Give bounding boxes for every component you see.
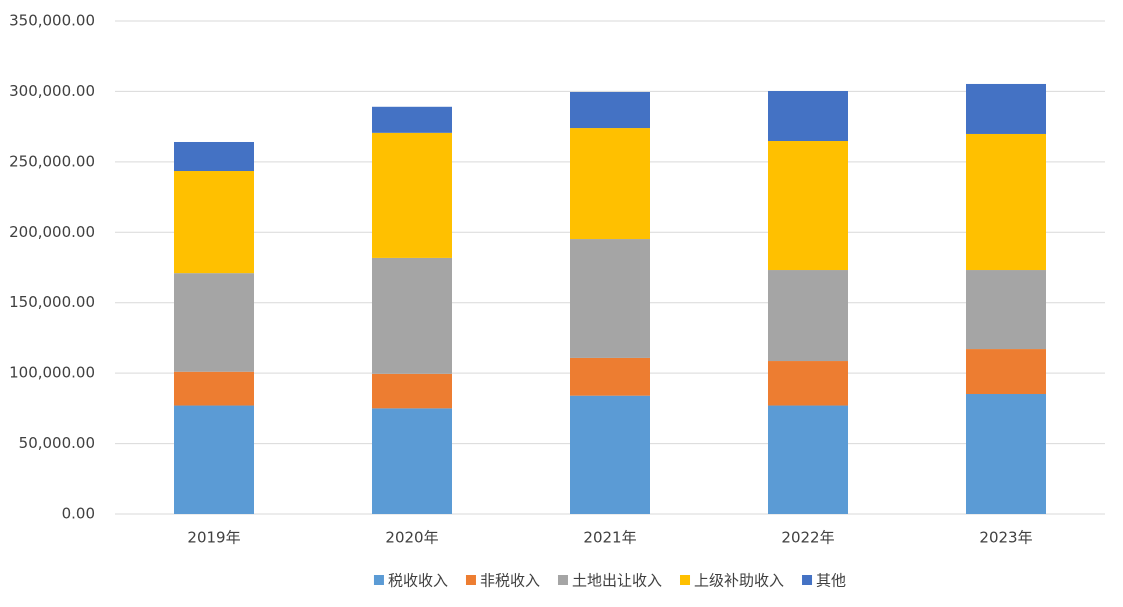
bar-segment bbox=[768, 405, 848, 514]
bar-segment bbox=[768, 361, 848, 406]
x-tick-label: 2023年 bbox=[979, 529, 1032, 547]
x-tick-label: 2019年 bbox=[187, 529, 240, 547]
y-tick-label: 300,000.00 bbox=[9, 82, 95, 100]
bar-segment bbox=[372, 373, 452, 409]
bar-segment bbox=[174, 171, 254, 274]
x-tick-label: 2022年 bbox=[781, 529, 834, 547]
bar-segment bbox=[174, 371, 254, 406]
legend-label: 上级补助收入 bbox=[694, 572, 784, 590]
bar-segment bbox=[174, 273, 254, 372]
bar-segment bbox=[768, 270, 848, 362]
bar-segment bbox=[768, 91, 848, 142]
bar-segment bbox=[570, 239, 650, 358]
bar-segment bbox=[174, 405, 254, 514]
bar-segment bbox=[570, 357, 650, 396]
legend-item: 税收收入 bbox=[373, 572, 448, 590]
bar-segment bbox=[966, 270, 1046, 350]
legend-item: 非税收入 bbox=[465, 572, 540, 590]
bar-segment bbox=[372, 408, 452, 514]
x-tick-label: 2020年 bbox=[385, 529, 438, 547]
y-tick-label: 0.00 bbox=[62, 505, 95, 523]
y-tick-label: 350,000.00 bbox=[9, 12, 95, 30]
bar-segment bbox=[174, 141, 254, 172]
y-tick-label: 150,000.00 bbox=[9, 293, 95, 311]
bar-segment bbox=[372, 257, 452, 374]
legend-swatch bbox=[557, 575, 568, 585]
legend-item: 土地出让收入 bbox=[557, 572, 662, 590]
legend-label: 非税收入 bbox=[480, 572, 540, 590]
legend-swatch bbox=[465, 575, 476, 585]
bar-segment bbox=[768, 141, 848, 271]
bar-segment bbox=[966, 349, 1046, 394]
y-tick-label: 250,000.00 bbox=[9, 152, 95, 170]
bar-segment bbox=[372, 106, 452, 133]
bar-segment bbox=[372, 132, 452, 258]
x-tick-label: 2021年 bbox=[583, 529, 636, 547]
legend-item: 其他 bbox=[802, 572, 846, 590]
bar-segment bbox=[570, 395, 650, 514]
y-tick-label: 50,000.00 bbox=[19, 434, 95, 452]
legend-item: 上级补助收入 bbox=[680, 572, 784, 590]
legend-label: 其他 bbox=[816, 572, 846, 590]
bar-segment bbox=[966, 83, 1046, 134]
bar-segment bbox=[570, 91, 650, 129]
bar-segment bbox=[570, 128, 650, 240]
legend-label: 税收收入 bbox=[388, 572, 448, 590]
y-tick-label: 100,000.00 bbox=[9, 364, 95, 382]
legend-swatch bbox=[680, 575, 691, 585]
legend-swatch bbox=[802, 575, 813, 585]
legend-swatch bbox=[373, 575, 384, 585]
bar-segment bbox=[966, 133, 1046, 271]
legend-label: 土地出让收入 bbox=[572, 572, 662, 590]
y-tick-label: 200,000.00 bbox=[9, 223, 95, 241]
bar-segment bbox=[966, 393, 1046, 514]
